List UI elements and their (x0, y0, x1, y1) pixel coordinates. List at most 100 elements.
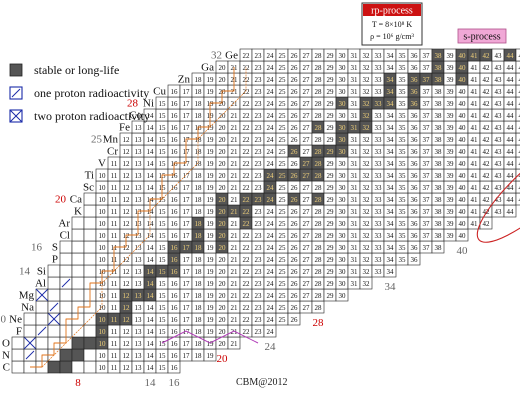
neutron-number-label: 24 (267, 88, 275, 96)
neutron-number-label: 33 (375, 76, 383, 84)
neutron-number-label: 45 (519, 136, 520, 144)
nuclide-cell: 41 (467, 108, 481, 122)
neutron-number-label: 31 (351, 148, 359, 156)
neutron-number-label: 20 (219, 124, 227, 132)
nuclide-cell: 26 (287, 192, 301, 206)
nuclide-cell: 28 (311, 276, 325, 290)
neutron-number-label: 23 (255, 52, 263, 60)
nuclide-cell: 38 (431, 132, 445, 146)
neutron-number-label: 23 (255, 124, 263, 132)
neutron-number-label: 25 (279, 64, 287, 72)
nuclide-cell: 31 (347, 48, 361, 62)
neutron-number-label: 31 (351, 76, 359, 84)
neutron-number-label: 29 (327, 256, 335, 264)
nuclide-cell: 11 (107, 168, 121, 182)
nuclide-cell: 37 (419, 108, 433, 122)
neutron-number-label: 23 (255, 280, 263, 288)
nuclide-cell: 22 (239, 108, 253, 122)
neutron-number-label: 39 (447, 136, 455, 144)
nuclide-cell: 28 (311, 96, 325, 110)
nuclide-cell: 45 (515, 96, 520, 110)
neutron-number-label: 12 (123, 220, 131, 228)
neutron-number-label: 41 (471, 100, 479, 108)
neutron-number-label: 43 (495, 172, 503, 180)
nuclide-cell: 32 (359, 252, 373, 266)
neutron-number-label: 24 (267, 112, 275, 120)
neutron-number-label: 27 (303, 64, 311, 72)
nuclide-cell: 17 (179, 288, 193, 302)
nuclide-cell: 22 (239, 144, 253, 158)
nuclide-cell: 18 (191, 180, 205, 194)
legend-one-proton-label: one proton radioactivity (34, 86, 149, 100)
neutron-number-label: 34 (387, 196, 395, 204)
nuclide-cell: 28 (311, 240, 325, 254)
nuclide-cell: 15 (155, 300, 169, 314)
neutron-number-label: 26 (291, 124, 299, 132)
nuclide-cell (71, 228, 85, 242)
nuclide-cell: 24 (263, 276, 277, 290)
red-region-outline (476, 127, 520, 243)
neutron-number-label: 22 (243, 88, 251, 96)
neutron-number-label: 29 (327, 64, 335, 72)
neutron-number-label: 23 (255, 196, 263, 204)
nuclide-cell (47, 300, 61, 314)
neutron-number-label: 39 (447, 124, 455, 132)
neutron-number-label: 32 (363, 100, 371, 108)
nuclide-cell: 39 (443, 204, 457, 218)
neutron-number-label: 14 (147, 124, 155, 132)
neutron-number-label: 34 (387, 76, 395, 84)
neutron-number-label: 31 (351, 268, 359, 276)
nuclide-cell: 17 (179, 240, 193, 254)
nuclide-cell: 25 (275, 156, 289, 170)
neutron-number-label: 27 (303, 100, 311, 108)
neutron-number-label: 35 (399, 244, 407, 252)
neutron-number-label: 35 (399, 160, 407, 168)
neutron-number-label: 37 (423, 112, 431, 120)
nuclide-cell: 41 (467, 120, 481, 134)
neutron-number-label: 14 (147, 244, 155, 252)
neutron-number-label: 41 (471, 208, 479, 216)
neutron-magic-number: 20 (217, 353, 229, 365)
nuclide-cell: 35 (395, 48, 409, 62)
neutron-number-label: 23 (255, 160, 263, 168)
neutron-number-label: 28 (315, 52, 323, 60)
neutron-number-label: 32 (363, 184, 371, 192)
nuclide-cell: 13 (131, 312, 145, 326)
nuclide-cell (59, 264, 73, 278)
neutron-number-label: 13 (135, 316, 143, 324)
proton-magic-number: 28 (127, 98, 139, 110)
nuclide-cell: 31 (347, 144, 361, 158)
nuclide-cell: 36 (407, 204, 421, 218)
nuclide-cell: 30 (335, 144, 349, 158)
nuclide-cell: 28 (311, 288, 325, 302)
nuclide-cell: 38 (431, 216, 445, 230)
nuclide-cell: 13 (131, 180, 145, 194)
neutron-number-label: 32 (363, 112, 371, 120)
neutron-number-label: 43 (495, 52, 503, 60)
nuclide-cell: 17 (179, 96, 193, 110)
nuclide-cell: 16 (167, 264, 181, 278)
neutron-number-label: 13 (135, 244, 143, 252)
nuclide-cell: 38 (431, 156, 445, 170)
neutron-number-label: 25 (279, 232, 287, 240)
neutron-number-label: 35 (399, 76, 407, 84)
nuclide-cell (83, 228, 97, 242)
nuclide-cell (59, 240, 73, 254)
neutron-number-label: 14 (147, 352, 155, 360)
neutron-number-label: 28 (315, 88, 323, 96)
neutron-number-label: 19 (207, 352, 215, 360)
neutron-number-label: 20 (219, 160, 227, 168)
nuclide-cell: 31 (347, 120, 361, 134)
nuclide-cell: 19 (203, 216, 217, 230)
nuclide-cell: 19 (203, 168, 217, 182)
neutron-number-label: 40 (459, 88, 467, 96)
nuclide-cell: 18 (191, 276, 205, 290)
nuclide-cell: 13 (131, 168, 145, 182)
neutron-number-label: 29 (327, 208, 335, 216)
neutron-number-label: 21 (231, 340, 239, 348)
nuclide-cell: 41 (467, 96, 481, 110)
neutron-number-label: 29 (327, 292, 335, 300)
neutron-number-label: 27 (303, 172, 311, 180)
nuclide-cell: 42 (479, 132, 493, 146)
neutron-number-label: 40 (459, 196, 467, 204)
